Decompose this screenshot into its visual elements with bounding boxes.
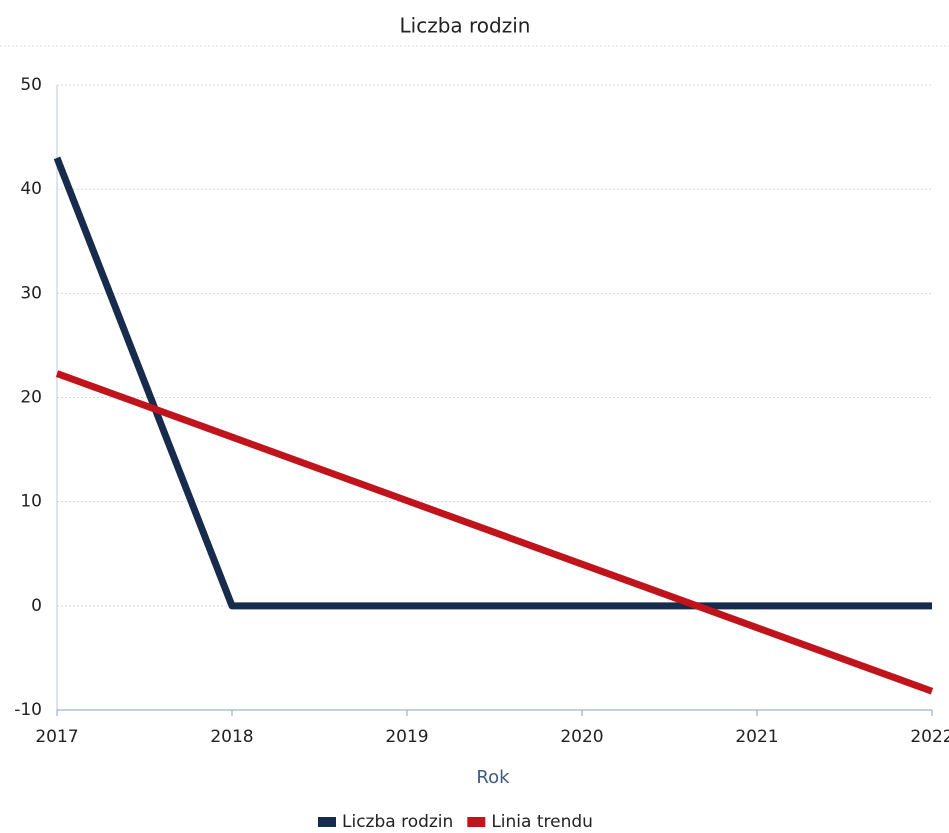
y-tick-label: 10 bbox=[20, 492, 42, 512]
x-tick-label: 2017 bbox=[35, 727, 78, 747]
y-tick-label: 50 bbox=[20, 75, 42, 95]
x-axis-title: Rok bbox=[476, 767, 510, 788]
x-tick-label: 2018 bbox=[210, 727, 253, 747]
y-tick-label: 30 bbox=[20, 283, 42, 303]
x-tick-label: 2019 bbox=[385, 727, 428, 747]
legend-swatch bbox=[318, 817, 336, 827]
x-tick-label: 2021 bbox=[735, 727, 778, 747]
series-line bbox=[53, 156, 932, 610]
series-line bbox=[55, 370, 934, 695]
chart-title: Liczba rodzin bbox=[400, 14, 531, 38]
y-tick-label: 0 bbox=[31, 596, 42, 616]
legend-swatch bbox=[467, 817, 486, 827]
x-tick-label: 2020 bbox=[560, 727, 603, 747]
y-tick-label: 40 bbox=[20, 179, 42, 199]
y-tick-label: 20 bbox=[20, 388, 42, 408]
y-tick-label: -10 bbox=[14, 700, 42, 720]
legend-label: Linia trendu bbox=[491, 812, 593, 832]
legend-label: Liczba rodzin bbox=[342, 812, 453, 832]
x-tick-label: 2022 bbox=[910, 727, 949, 747]
